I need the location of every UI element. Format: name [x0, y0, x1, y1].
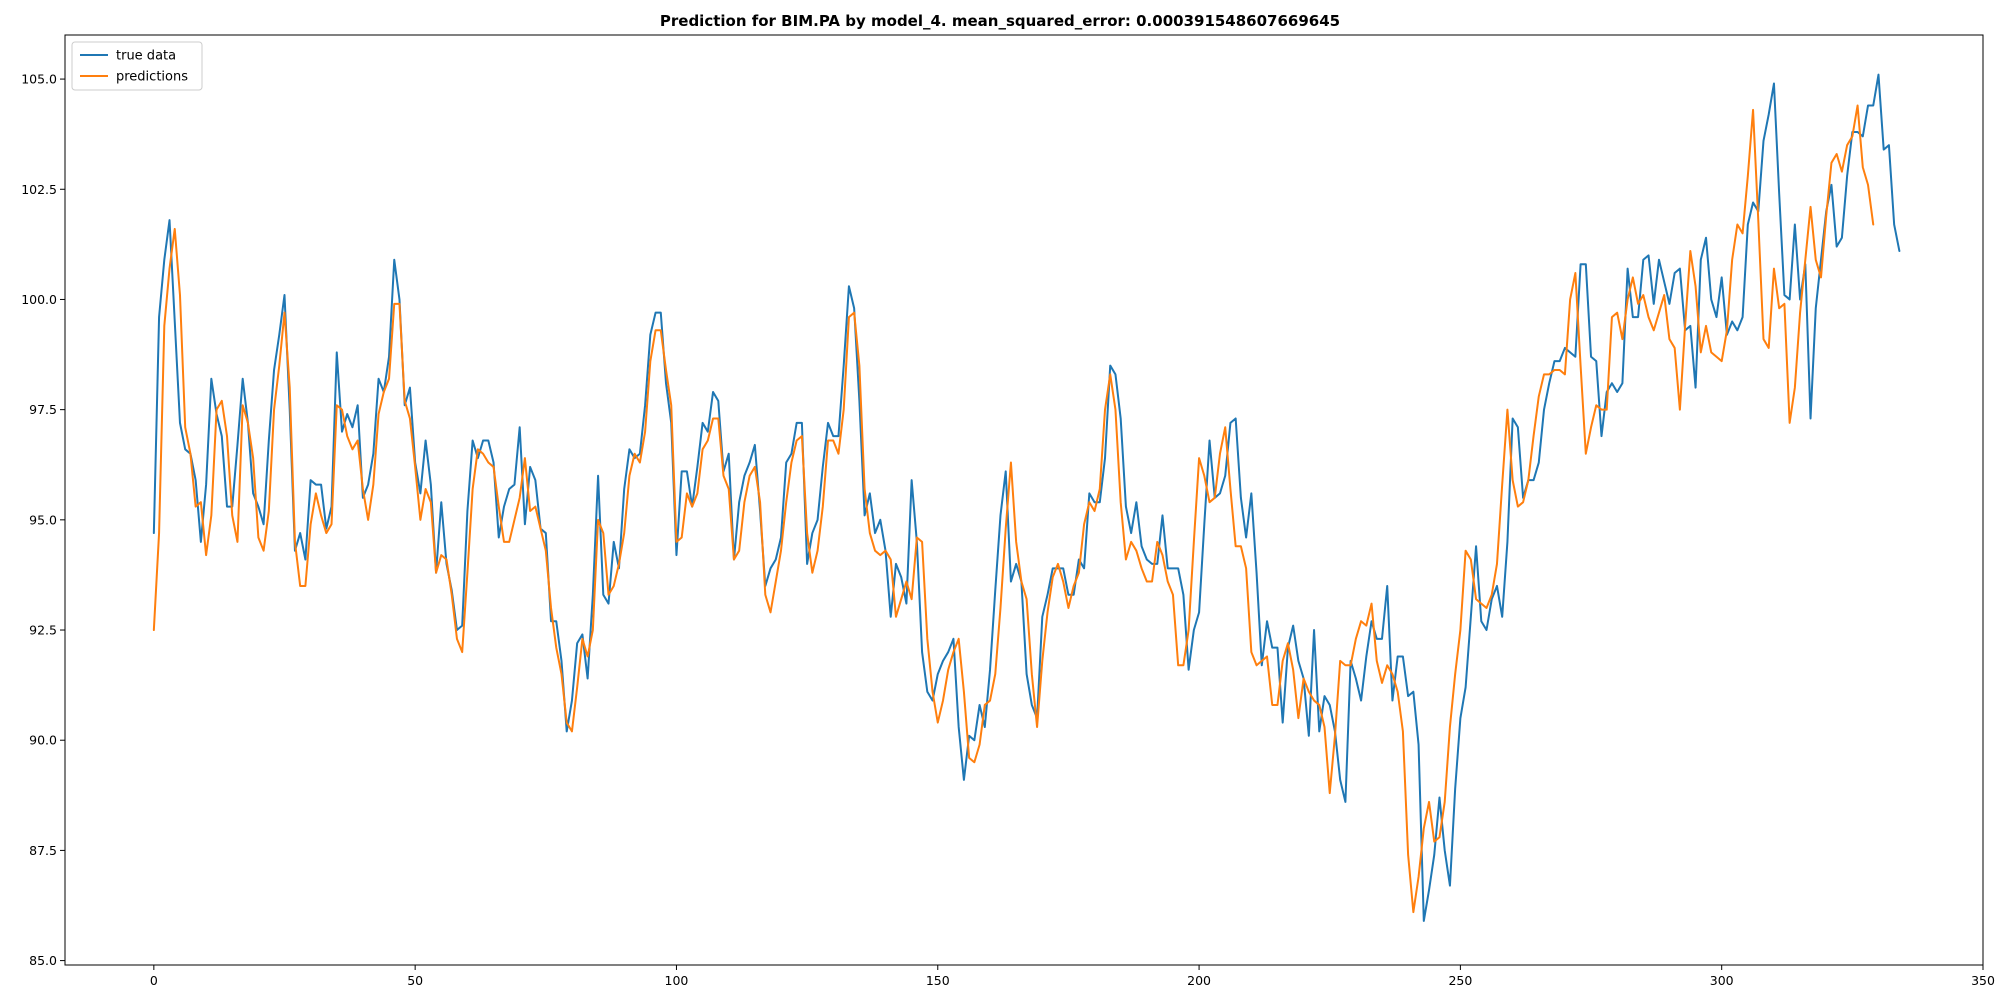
- plot-frame: [64, 34, 1984, 966]
- x-tick-label: 50: [407, 973, 423, 988]
- y-tick-label: 102.5: [21, 182, 57, 197]
- x-tick-label: 200: [1187, 973, 1211, 988]
- x-tick-label: 150: [926, 973, 950, 988]
- y-tick-label: 92.5: [29, 623, 57, 638]
- series-layer: [152, 73, 1901, 922]
- legend: true data predictions: [71, 41, 203, 91]
- y-tick-label: 100.0: [21, 292, 57, 307]
- y-tick-label: 97.5: [29, 402, 57, 417]
- y-axis: 85.0 87.5 90.0 92.5 95.0 97.5 100.0 102.5 105.0: [21, 72, 65, 968]
- x-tick-label: 250: [1448, 973, 1472, 988]
- y-tick-label: 105.0: [21, 72, 57, 87]
- y-tick-label: 87.5: [29, 843, 57, 858]
- y-tick-label: 85.0: [29, 953, 57, 968]
- x-tick-label: 0: [150, 973, 158, 988]
- x-tick-label: 350: [1971, 973, 1995, 988]
- x-tick-label: 300: [1710, 973, 1734, 988]
- series-line-predictions: [152, 104, 1875, 914]
- legend-label: predictions: [116, 70, 188, 85]
- x-tick-label: 100: [665, 973, 689, 988]
- y-tick-label: 90.0: [29, 733, 57, 748]
- y-tick-label: 95.0: [29, 512, 57, 527]
- x-axis: 0 50 100 150 200 250 300 350: [150, 965, 1995, 988]
- chart-title: Prediction for BIM.PA by model_4. mean_s…: [660, 12, 1340, 30]
- legend-label: true data: [116, 49, 176, 64]
